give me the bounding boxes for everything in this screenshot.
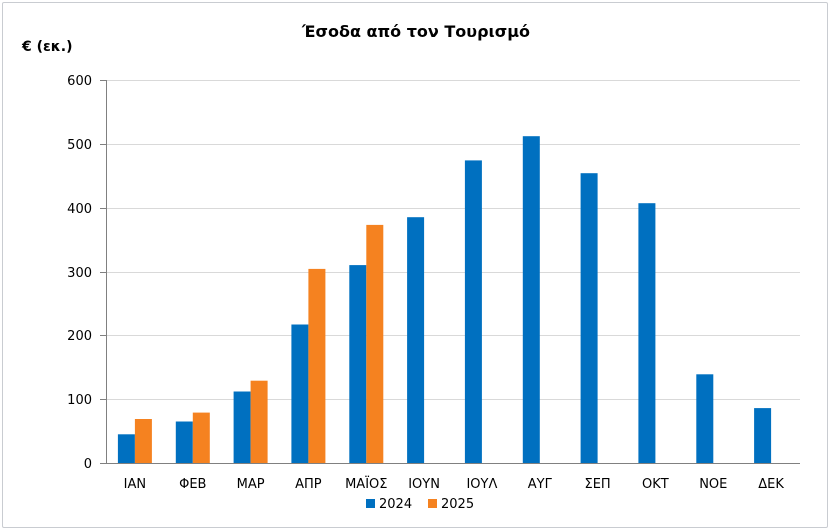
bar-2025-2 [250,380,268,463]
y-tick-label: 300 [67,266,92,281]
bar-2024-8 [580,173,598,463]
x-tick-label: ΑΥΓ [528,477,553,492]
bar-2024-10 [696,374,714,463]
legend-swatch-2025 [428,499,437,508]
bar-2024-0 [117,434,135,463]
bar-2024-1 [175,421,193,463]
y-tick-label: 0 [84,457,92,472]
bar-2025-0 [134,419,152,463]
y-tick-label: 100 [67,393,92,408]
bar-2025-4 [366,224,384,463]
x-tick-label: ΝΟΕ [699,477,727,492]
bars [117,136,772,463]
gridlines [106,80,800,400]
bar-2024-9 [638,203,656,463]
bar-2024-11 [754,408,772,463]
bar-2024-6 [464,160,482,463]
bar-2024-7 [522,136,540,463]
legend-swatch-2024 [366,499,375,508]
x-tick-label: ΜΑΡ [237,477,265,492]
x-tick-label: ΣΕΠ [584,477,610,492]
x-tick-label: ΟΚΤ [642,477,669,492]
x-tick-label: ΙΑΝ [124,477,146,492]
y-tick-label: 600 [67,74,92,89]
y-tick-label: 200 [67,329,92,344]
x-axis-ticks: ΙΑΝ ΦΕΒ ΜΑΡ ΑΠΡ ΜΑΪΟΣ ΙΟΥΝ ΙΟΥΛ ΑΥΓ ΣΕΠ ΟΚΤ ΝΟΕ ΔΕΚ [124,476,785,492]
axes [106,80,800,464]
x-tick-label: ΜΑΪΟΣ [345,476,387,492]
x-tick-label: ΑΠΡ [295,477,322,492]
legend-label-2024: 2024 [379,497,412,512]
y-tick-label: 400 [67,202,92,217]
x-tick-label: ΙΟΥΛ [466,477,497,492]
bar-2025-1 [192,412,210,463]
bar-2024-5 [407,217,425,463]
x-tick-label: ΔΕΚ [758,477,784,492]
bar-2025-3 [308,268,326,463]
x-tick-label: ΙΟΥΝ [408,477,440,492]
bar-2024-3 [291,324,309,463]
bar-2024-4 [349,265,367,463]
legend-label-2025: 2025 [441,497,474,512]
x-tick-label: ΦΕΒ [179,477,206,492]
y-axis-unit-label: € (εκ.) [21,39,72,55]
chart-title: Έσοδα από τον Τουρισμό [301,22,530,41]
bar-2024-2 [233,391,251,463]
y-axis-ticks: 0 100 200 300 400 500 600 [67,74,106,472]
y-tick-label: 500 [67,138,92,153]
legend: 2024 2025 [366,497,474,512]
